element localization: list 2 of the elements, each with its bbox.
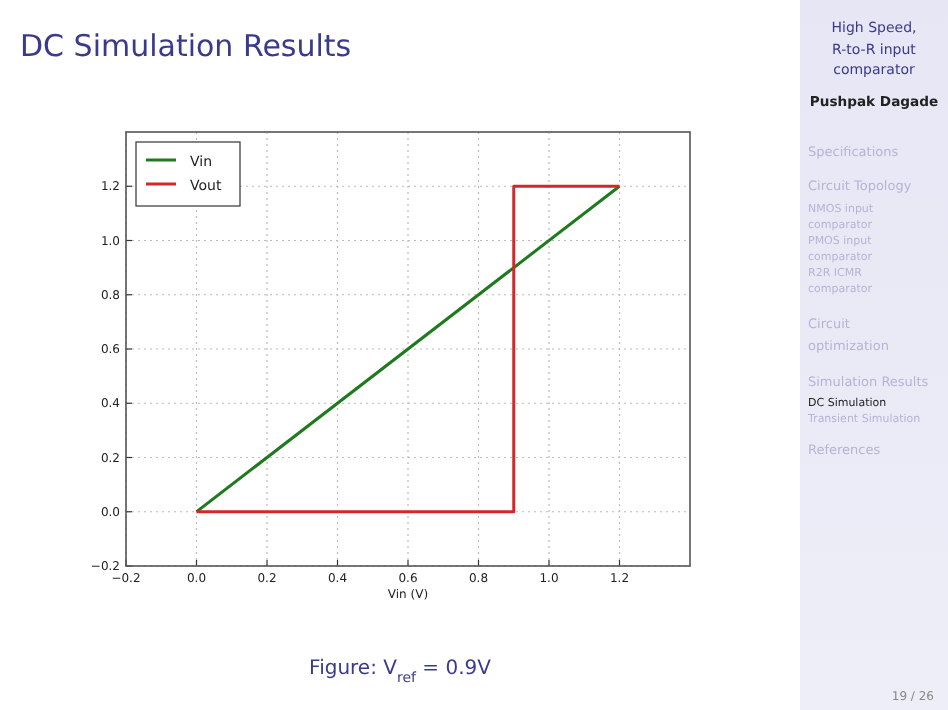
text: Figure: V$_{ref}$ = 0.9V <box>309 658 492 686</box>
chart-title: DC Simulation Results <box>20 28 352 64</box>
